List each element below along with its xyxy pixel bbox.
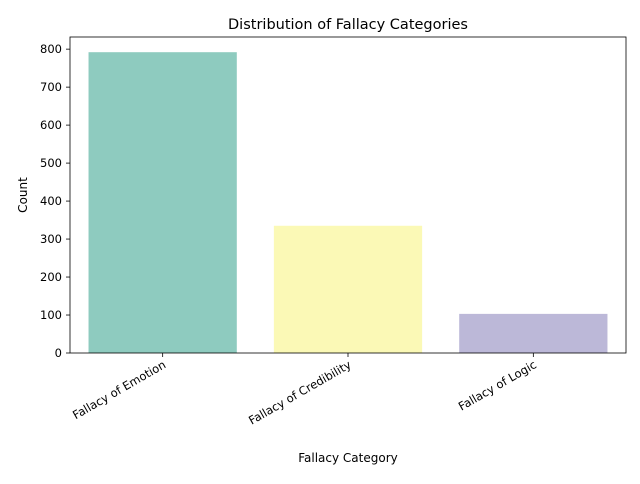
bar [88,52,237,353]
y-tick-label: 800 [40,42,62,56]
y-tick-label: 700 [40,80,62,94]
y-tick-label: 400 [40,194,62,208]
y-tick-label: 600 [40,118,62,132]
y-tick-label: 100 [40,308,62,322]
bar [273,225,423,353]
x-axis-label: Fallacy Category [298,451,398,465]
y-axis-label: Count [16,177,30,213]
chart-title: Distribution of Fallacy Categories [228,17,468,33]
y-tick-label: 300 [40,232,62,246]
y-tick-label: 200 [40,270,62,284]
axes-frame [69,36,627,354]
y-tick-label: 0 [55,346,62,360]
bar [459,313,608,353]
y-tick-label: 500 [40,156,62,170]
